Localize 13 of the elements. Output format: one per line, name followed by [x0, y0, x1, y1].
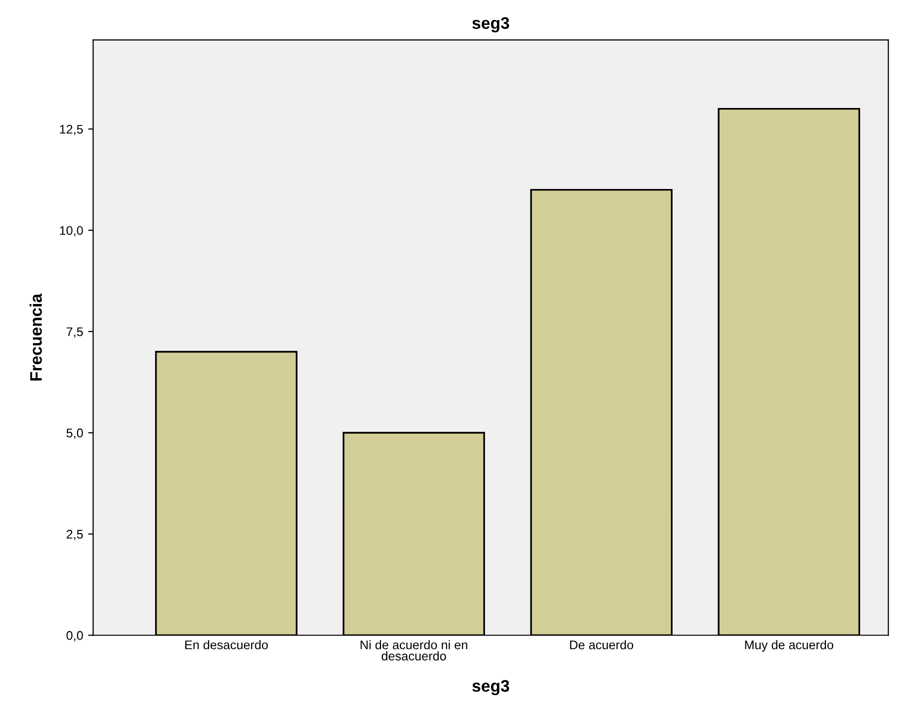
x-tick-label: En desacuerdo — [185, 640, 268, 650]
chart-title: seg3 — [472, 17, 510, 32]
y-tick-label: 2,5 — [66, 530, 83, 540]
x-axis-title: seg3 — [472, 680, 510, 696]
y-tick-label: 10,0 — [60, 226, 83, 236]
y-tick-label: 7,5 — [66, 327, 83, 338]
y-tick-label: 0,0 — [66, 631, 83, 642]
y-tick-label: 12,5 — [60, 124, 83, 136]
y-axis-title: Frecuencia — [30, 293, 42, 380]
y-tick-label: 5,0 — [66, 428, 83, 439]
x-tick-label: Muy de acuerdo — [745, 640, 834, 652]
x-tick-label: De acuerdo — [570, 640, 634, 650]
x-tick-label: Ni de acuerdo ni en desacuerdo — [360, 640, 468, 660]
